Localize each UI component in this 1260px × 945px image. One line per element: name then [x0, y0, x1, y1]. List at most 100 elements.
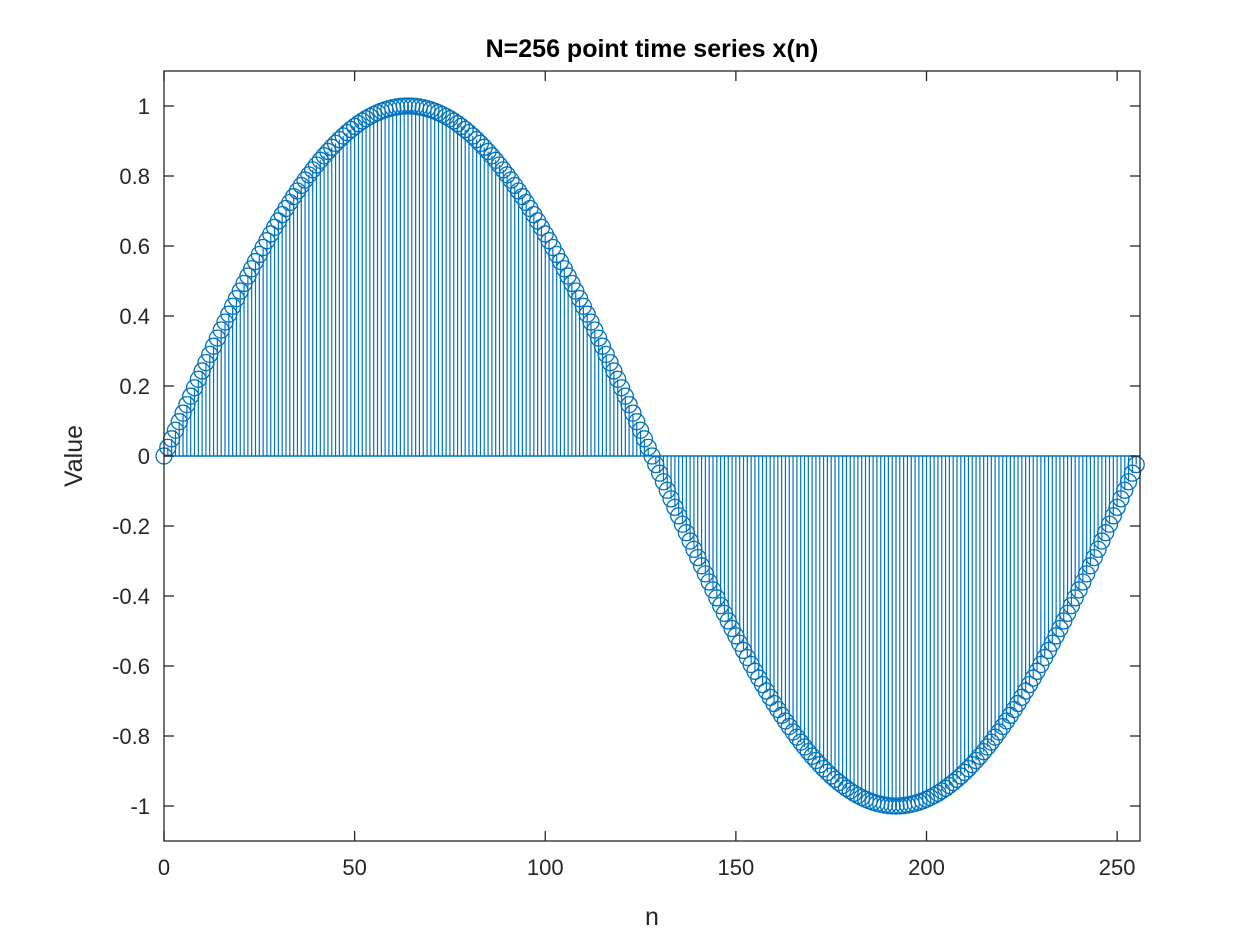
stem-marker: [1108, 498, 1126, 517]
y-tick-label: 0.2: [119, 374, 150, 399]
stem-marker: [1074, 573, 1092, 591]
stem-marker: [589, 329, 608, 347]
stem-marker: [853, 788, 871, 807]
stem-marker: [670, 507, 688, 525]
y-axis-label: Value: [60, 425, 88, 487]
stem-marker: [1104, 507, 1122, 525]
stem-marker: [586, 321, 604, 339]
stem-marker: [1081, 557, 1100, 575]
stem-marker: [662, 490, 680, 508]
x-tick-label: 0: [158, 855, 170, 880]
stem-marker: [1070, 581, 1088, 599]
stem-marker: [685, 540, 703, 558]
stem-marker: [635, 430, 654, 448]
stem-marker: [643, 447, 661, 465]
stem-marker: [612, 379, 631, 397]
stem-marker: [170, 413, 188, 431]
stem-marker: [917, 790, 936, 808]
x-axis-ticks: 0 50 100 150 200 250: [158, 71, 1136, 880]
stem-marker: [689, 548, 707, 567]
stem-marker: [227, 289, 246, 308]
stem-marker: [574, 297, 593, 316]
stem-marker: [212, 321, 230, 339]
stem-marker: [365, 105, 383, 124]
stem-marker: [677, 524, 695, 542]
y-axis-ticks: -1 -0.8 -0.6 -0.4 -0.2 0 0.2 0.4 0.6 0.8 1: [112, 94, 1140, 819]
stem-marker: [208, 329, 227, 347]
stem-marker: [700, 573, 718, 591]
stem-marker: [1005, 700, 1023, 719]
stem-marker: [624, 404, 642, 422]
y-tick-label: 0.8: [119, 164, 150, 189]
stem-lines: [164, 106, 1137, 806]
stem-marker: [704, 581, 722, 599]
y-tick-label: 0.4: [119, 304, 150, 329]
stem-marker: [696, 565, 715, 583]
stem-marker: [361, 107, 379, 126]
stem-marker: [1085, 548, 1103, 567]
chart-title: N=256 point time series x(n): [486, 35, 819, 63]
stem-marker: [692, 557, 711, 575]
stem-marker: [201, 345, 219, 364]
stem-marker: [654, 473, 673, 491]
stem-marker: [182, 387, 200, 405]
y-tick-label: 1: [138, 94, 150, 119]
stem-marker: [567, 282, 585, 300]
stem-marker: [711, 596, 730, 615]
stem-marker: [166, 421, 185, 439]
stem-marker: [1058, 604, 1077, 623]
stem-marker: [1066, 589, 1084, 607]
stem-marker: [193, 362, 211, 380]
stem-marker: [631, 421, 650, 439]
stem-marker: [185, 379, 204, 397]
stem-marker: [216, 313, 234, 331]
x-tick-label: 200: [908, 855, 945, 880]
x-tick-label: 150: [718, 855, 755, 880]
x-tick-label: 100: [527, 855, 564, 880]
stem-marker: [204, 337, 223, 355]
stem-markers: [155, 97, 1145, 815]
stem-marker: [223, 297, 242, 316]
stem-marker: [601, 354, 619, 372]
stem-marker: [647, 455, 665, 474]
stem-marker: [1077, 565, 1096, 583]
stem-marker: [197, 354, 215, 372]
stem-marker: [883, 797, 901, 815]
y-tick-label: -0.2: [112, 514, 150, 539]
stem-marker: [616, 387, 634, 405]
stem-marker: [593, 337, 612, 355]
stem-marker: [1097, 524, 1115, 542]
stem-marker: [666, 498, 684, 517]
y-tick-label: 0: [138, 444, 150, 469]
y-tick-label: -1: [130, 794, 150, 819]
stem-marker: [715, 604, 734, 623]
stem-marker: [673, 515, 692, 533]
stem-marker: [708, 589, 726, 607]
stem-marker: [1119, 473, 1138, 491]
stem-marker: [174, 404, 192, 422]
x-tick-label: 250: [1099, 855, 1136, 880]
stem-marker: [570, 289, 589, 308]
stem-marker: [1055, 612, 1073, 630]
stem-marker: [429, 104, 448, 122]
stem-marker: [395, 97, 413, 115]
stem-marker: [1093, 532, 1111, 550]
y-tick-label: -0.4: [112, 584, 150, 609]
stem-marker: [597, 345, 615, 364]
x-tick-label: 50: [342, 855, 366, 880]
y-tick-label: -0.6: [112, 654, 150, 679]
x-axis-label: n: [645, 903, 659, 931]
stem-marker: [1089, 540, 1107, 558]
stem-marker: [1112, 490, 1130, 508]
stem-marker: [609, 370, 627, 388]
stem-marker: [578, 305, 596, 323]
stem-marker: [1100, 515, 1119, 533]
y-tick-label: -0.8: [112, 724, 150, 749]
stem-marker: [849, 786, 867, 805]
stem-marker: [658, 481, 676, 499]
stem-marker: [517, 193, 535, 212]
stem-marker: [628, 413, 646, 431]
stem-marker: [605, 362, 623, 380]
stem-marker: [189, 370, 207, 388]
